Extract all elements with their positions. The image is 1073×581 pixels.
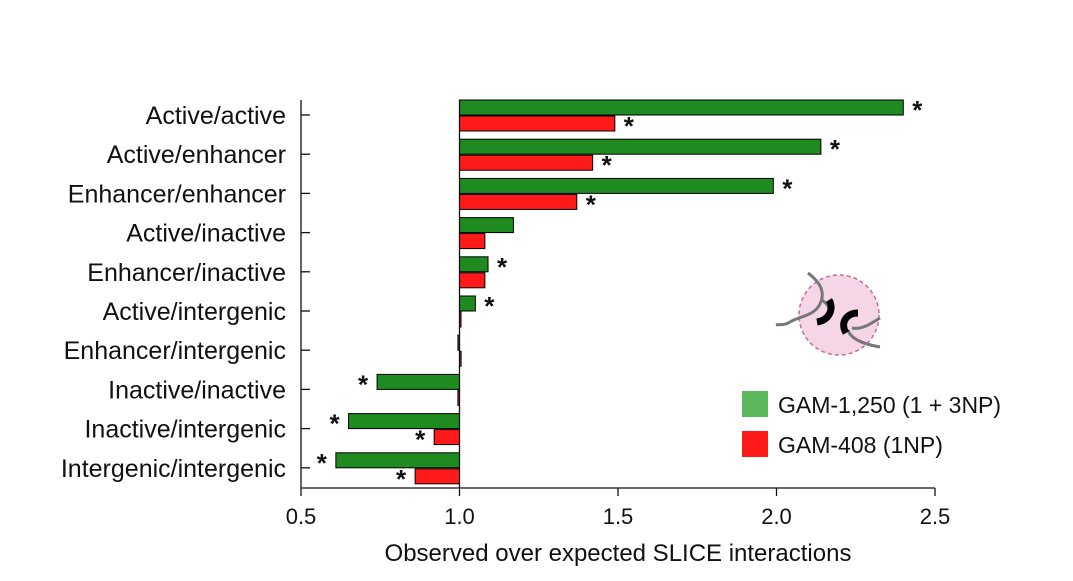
category-label: Inactive/intergenic xyxy=(84,416,286,444)
bar-gam-408 xyxy=(414,468,460,485)
category-label: Active/intergenic xyxy=(103,298,286,326)
x-tick-label: 2.0 xyxy=(761,504,792,529)
category-label: Active/enhancer xyxy=(107,141,286,169)
category-label: Active/active xyxy=(146,102,286,130)
legend-swatch-gam-1250 xyxy=(742,391,768,417)
bar-gam-1250 xyxy=(459,256,489,273)
chromatin-strand-right-tail xyxy=(846,329,881,349)
significance-star: * xyxy=(782,173,793,203)
category-label: Enhancer/inactive xyxy=(87,259,286,287)
category-label: Active/inactive xyxy=(126,220,286,248)
legend-label-gam-408: GAM-408 (1NP) xyxy=(778,432,943,458)
legend: GAM-1,250 (1 + 3NP) GAM-408 (1NP) xyxy=(742,391,1001,458)
x-tick-label: 0.5 xyxy=(286,504,317,529)
bar-gam-408 xyxy=(459,193,578,210)
significance-markers: ************* xyxy=(317,95,923,494)
bar-gam-1250 xyxy=(459,138,822,155)
significance-star: * xyxy=(602,150,613,180)
category-label: Intergenic/intergenic xyxy=(61,455,286,483)
bar-gam-1250 xyxy=(459,177,774,194)
axes: 0.5 1.0 1.5 2.0 2.5 xyxy=(286,100,951,529)
category-label: Enhancer/intergenic xyxy=(64,337,286,365)
significance-star: * xyxy=(497,252,508,282)
significance-star: * xyxy=(830,134,841,164)
x-tick-label: 1.0 xyxy=(444,504,475,529)
significance-star: * xyxy=(586,189,597,219)
interaction-arc-left xyxy=(816,298,835,326)
significance-star: * xyxy=(317,448,328,478)
bar-gam-1250 xyxy=(348,413,460,430)
category-labels: Active/active Active/enhancer Enhancer/enh… xyxy=(61,102,286,483)
bar-gam-408 xyxy=(459,154,594,171)
significance-star: * xyxy=(624,111,635,141)
bar-gam-408 xyxy=(459,233,486,250)
x-tick-label: 1.5 xyxy=(603,504,634,529)
nucleus-circle xyxy=(798,274,880,356)
bar-gam-408 xyxy=(459,272,486,289)
chromatin-strand-right xyxy=(851,316,881,330)
bar-gam-1250 xyxy=(376,373,460,390)
category-label: Enhancer/enhancer xyxy=(68,180,286,208)
bar-gam-1250 xyxy=(459,217,514,234)
bar-gam-1250 xyxy=(459,295,476,312)
significance-star: * xyxy=(358,369,369,399)
significance-star: * xyxy=(912,95,923,125)
significance-star: * xyxy=(396,464,407,494)
bar-gam-408 xyxy=(433,429,461,446)
category-label: Inactive/inactive xyxy=(108,376,286,404)
nuclear-profile-illustration xyxy=(775,271,881,356)
interaction-arc-right xyxy=(840,309,859,335)
x-tick-label: 2.5 xyxy=(920,504,951,529)
significance-star: * xyxy=(484,291,495,321)
significance-star: * xyxy=(415,425,426,455)
significance-star: * xyxy=(329,409,340,439)
legend-label-gam-1250: GAM-1,250 (1 + 3NP) xyxy=(778,392,1001,418)
legend-swatch-gam-408 xyxy=(742,431,768,457)
chromatin-strand-left xyxy=(775,271,824,327)
x-axis-title: Observed over expected SLICE interaction… xyxy=(385,540,852,567)
bar-gam-408 xyxy=(459,115,616,132)
bar-gam-1250 xyxy=(459,99,904,116)
